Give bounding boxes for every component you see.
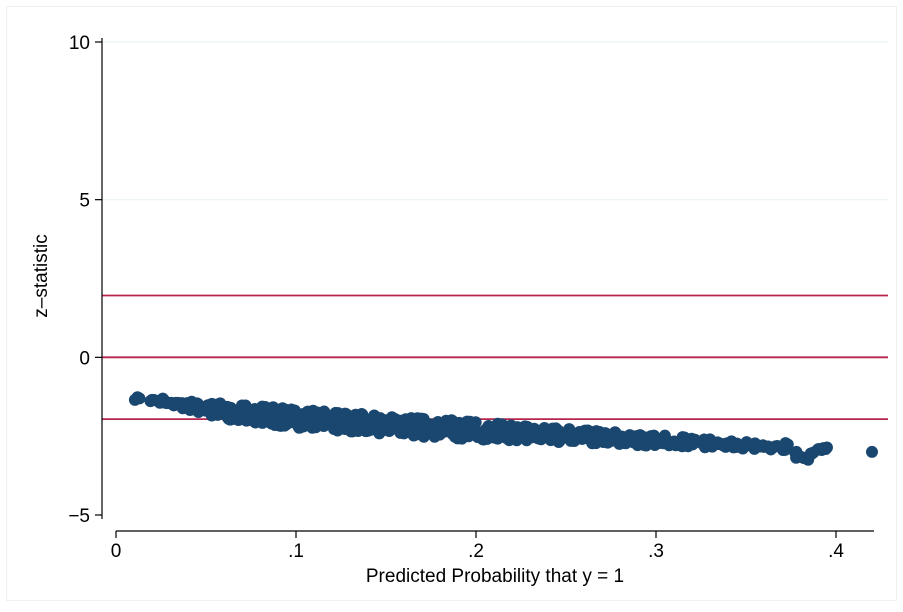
data-point — [280, 418, 293, 431]
data-point — [764, 443, 777, 456]
data-point — [866, 445, 878, 458]
data-point — [727, 441, 740, 454]
data-point — [233, 410, 246, 423]
x-tick-label: .3 — [648, 541, 664, 562]
y-tick-label: 10 — [69, 33, 90, 54]
data-point — [259, 401, 272, 414]
data-point — [368, 409, 381, 422]
data-point — [429, 428, 442, 441]
data-point — [708, 438, 721, 451]
x-tick-label: .4 — [828, 541, 844, 562]
x-tick-label: .2 — [468, 541, 484, 562]
y-axis-label: z–statistic — [31, 234, 52, 317]
data-point — [467, 421, 480, 434]
y-tick-label: 0 — [79, 348, 90, 369]
data-point — [546, 422, 559, 435]
data-point — [819, 442, 832, 455]
data-points — [128, 391, 878, 466]
data-point — [314, 416, 327, 429]
y-tick-label: −5 — [68, 506, 90, 527]
x-tick-label: 0 — [111, 541, 122, 562]
data-point — [682, 440, 695, 453]
x-axis-label: Predicted Probability that y = 1 — [366, 566, 624, 587]
data-point — [268, 418, 281, 431]
axes: −5 0 5 10 0 .1 .2 .3 .4 — [68, 33, 874, 562]
data-point — [205, 409, 218, 422]
outer-border — [6, 6, 897, 601]
data-point — [781, 438, 794, 451]
x-tick-label: .1 — [288, 541, 304, 562]
data-point — [640, 439, 653, 452]
y-tick-label: 5 — [79, 191, 90, 212]
data-point — [754, 440, 767, 453]
data-point — [131, 391, 144, 404]
data-point — [305, 408, 318, 421]
